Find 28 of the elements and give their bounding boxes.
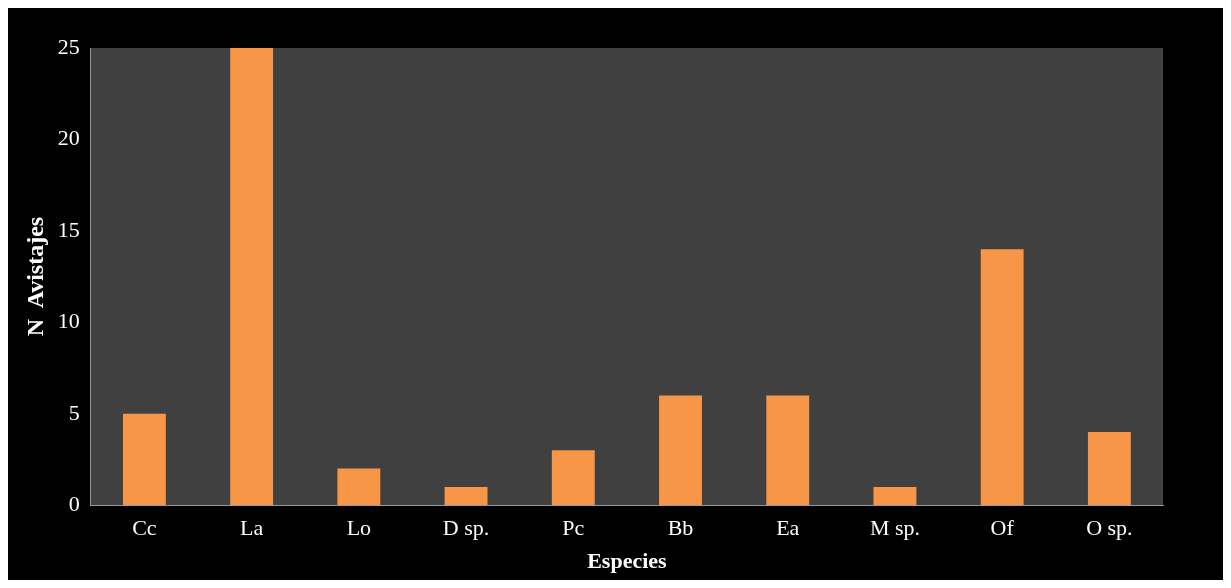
y-tick-label: 5	[68, 399, 80, 425]
x-tick-label: Lo	[346, 515, 372, 541]
bar	[873, 486, 917, 506]
bar	[551, 450, 595, 506]
bar	[122, 413, 166, 506]
x-tick-label: D sp.	[442, 515, 490, 541]
x-tick-label: Of	[990, 515, 1015, 541]
bar	[230, 48, 274, 506]
x-tick-label: Ea	[776, 515, 800, 541]
x-tick-label: La	[240, 515, 264, 541]
y-tick-label: 10	[57, 308, 80, 334]
y-tick-label: 25	[57, 33, 80, 59]
x-tick-label: O sp.	[1086, 515, 1133, 541]
y-tick-label: 20	[57, 125, 80, 151]
bar	[980, 249, 1024, 506]
x-axis-title: Especies	[587, 548, 668, 574]
bar	[337, 468, 381, 506]
x-tick-label: Cc	[132, 515, 157, 541]
bar	[1087, 432, 1131, 506]
bar	[766, 395, 810, 506]
x-tick-label: Pc	[562, 515, 585, 541]
x-tick-label: M sp.	[869, 515, 921, 541]
x-tick-label: Bb	[667, 515, 694, 541]
bar	[659, 395, 702, 506]
y-tick-label: 0	[68, 490, 80, 516]
y-tick-label: 15	[57, 216, 80, 242]
bar	[444, 486, 488, 506]
y-axis-title: N Avistajes	[21, 216, 48, 337]
